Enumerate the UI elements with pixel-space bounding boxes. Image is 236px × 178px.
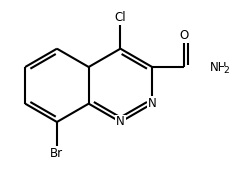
Text: Cl: Cl <box>115 11 126 24</box>
Text: Br: Br <box>50 147 63 160</box>
Text: O: O <box>179 29 189 42</box>
Text: 2: 2 <box>223 66 229 75</box>
Text: N: N <box>116 116 125 129</box>
Text: NH: NH <box>210 61 227 74</box>
Text: N: N <box>148 97 156 110</box>
